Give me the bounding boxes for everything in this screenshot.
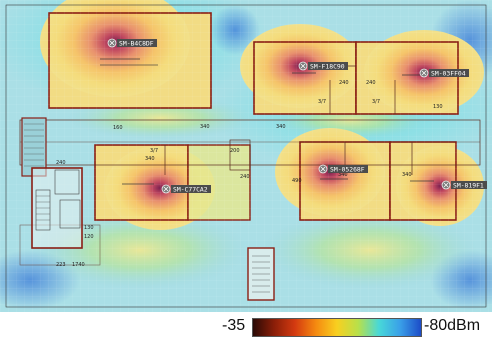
dimension-label: 240 [366,80,376,86]
ap-label: SM-05268F [330,165,365,173]
dimension-label: 160 [113,125,123,131]
stairwell-bottom [247,247,275,301]
dimension-label: 1740 [72,262,85,268]
signal-legend: -35 -80dBm [0,313,492,341]
access-point[interactable]: SM-C77CA2 [161,184,211,194]
dimension-label: 223 [56,262,66,268]
dimension-label: 240 [240,174,250,180]
floorplan-grid [0,0,492,312]
dimension-label: 340 [200,124,210,130]
room-notes [100,58,434,185]
dimension-label: 240 [56,160,66,166]
dimension-label: 340 [402,172,412,178]
dimension-label: 490 [292,178,302,184]
access-point[interactable]: SM-B4C8DF [107,38,157,48]
dimension-label: 3/7 [150,148,158,154]
wifi-heatmap-floorplan: 240 240 130 3/7 3/7 340 340 340 340 240 … [0,0,492,312]
ap-label: SM-F18C90 [310,62,345,70]
ap-label: SM-B4C8DF [119,39,154,47]
stair-block-left [31,167,83,249]
dimension-label: 3/7 [318,99,326,105]
dimension-label: 340 [276,124,286,130]
dimension-label: 130 [433,104,443,110]
legend-max-label: -80dBm [424,317,481,334]
dimension-label: 340 [338,172,348,178]
dimension-label: 120 [84,234,94,240]
legend-min-label: -35 [222,317,246,334]
dimension-label: 200 [230,148,240,154]
ap-label: SM-03FF04 [431,69,466,77]
access-point[interactable]: SM-03FF04 [419,68,469,78]
access-point[interactable]: SM-F18C90 [298,61,348,71]
stairwell-left [21,117,47,177]
dimension-labels: 240 240 130 3/7 3/7 340 340 340 340 240 … [56,80,443,268]
legend-gradient-bar [252,318,422,337]
access-point[interactable]: SM-819F1 [441,180,487,190]
ap-label: SM-C77CA2 [173,185,208,193]
dimension-label: 3/7 [372,99,380,105]
building-outline [5,4,487,308]
dimension-label: 130 [84,225,94,231]
dimension-label: 240 [339,80,349,86]
ap-label: SM-819F1 [453,181,484,189]
dimension-label: 340 [145,156,155,162]
access-point[interactable]: SM-05268F [318,164,368,174]
